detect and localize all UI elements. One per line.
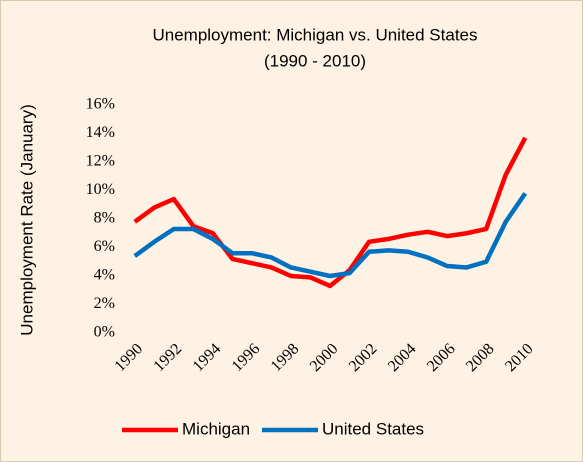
legend-label: Michigan (182, 419, 250, 438)
y-tick-label: 8% (94, 210, 115, 227)
chart-subtitle: (1990 - 2010) (264, 51, 366, 70)
y-tick-label: 14% (86, 124, 115, 141)
y-tick-label: 4% (94, 267, 115, 284)
y-tick-label: 16% (86, 96, 115, 113)
y-axis-label: Unemployment Rate (January) (17, 104, 36, 335)
series-line (133, 192, 528, 279)
y-tick-label: 0% (94, 324, 115, 341)
y-tick-label: 6% (94, 238, 115, 255)
y-tick-label: 2% (94, 295, 115, 312)
y-tick-label: 12% (86, 153, 115, 170)
legend-label: United States (322, 419, 424, 438)
y-tick-label: 10% (86, 181, 115, 198)
chart-title: Unemployment: Michigan vs. United States (152, 25, 477, 44)
series-line (133, 136, 528, 289)
